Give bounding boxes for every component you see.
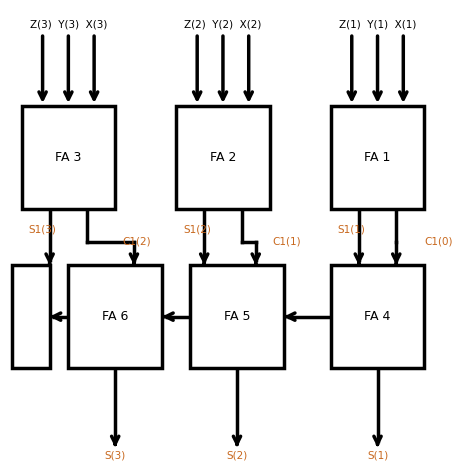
Text: FA 5: FA 5 <box>224 310 250 323</box>
Text: S1(1): S1(1) <box>337 225 365 235</box>
Text: FA 4: FA 4 <box>365 310 391 323</box>
Text: S1(2): S1(2) <box>183 225 211 235</box>
FancyBboxPatch shape <box>21 106 115 209</box>
Text: Z(2)  Y(2)  X(2): Z(2) Y(2) X(2) <box>184 19 262 29</box>
FancyBboxPatch shape <box>176 106 270 209</box>
Text: S1(3): S1(3) <box>28 225 56 235</box>
Text: S(1): S(1) <box>367 451 388 461</box>
FancyBboxPatch shape <box>331 265 424 368</box>
Text: FA 6: FA 6 <box>102 310 128 323</box>
FancyBboxPatch shape <box>68 265 162 368</box>
Text: FA 2: FA 2 <box>210 151 236 164</box>
Text: C1(0): C1(0) <box>424 237 453 246</box>
Text: C1(2): C1(2) <box>122 237 151 246</box>
Text: FA 3: FA 3 <box>55 151 82 164</box>
FancyBboxPatch shape <box>12 265 50 368</box>
FancyBboxPatch shape <box>190 265 284 368</box>
Text: S(2): S(2) <box>227 451 247 461</box>
FancyBboxPatch shape <box>331 106 424 209</box>
Text: S(3): S(3) <box>105 451 126 461</box>
Text: Z(1)  Y(1)  X(1): Z(1) Y(1) X(1) <box>339 19 416 29</box>
Text: Z(3)  Y(3)  X(3): Z(3) Y(3) X(3) <box>30 19 107 29</box>
Text: C1(1): C1(1) <box>272 237 301 246</box>
Text: FA 1: FA 1 <box>365 151 391 164</box>
